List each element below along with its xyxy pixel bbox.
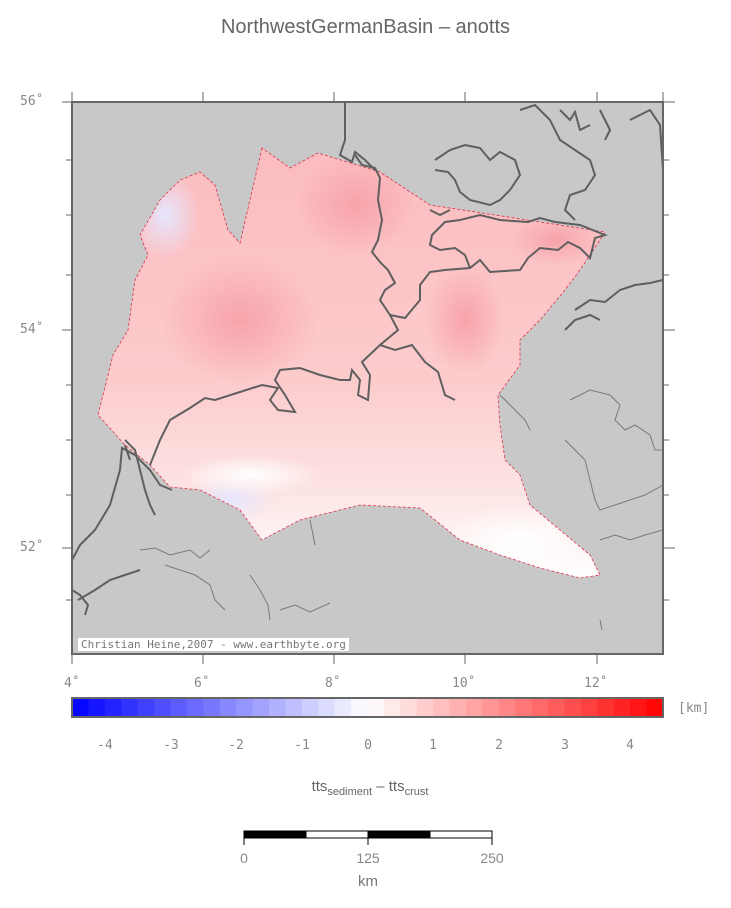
colorbar-segment [515,698,533,717]
colorbar-segment [400,698,418,717]
colorbar-segment [564,698,582,717]
colorbar-segment [449,698,467,717]
colorbar-label: ttssediment – ttscrust [311,778,429,798]
lon-label-10: 10˚ [452,676,476,691]
colorbar-segment [88,698,106,717]
colorbar-segment [121,698,139,717]
colorbar-tick: -4 [97,738,113,753]
colorbar-tick: 2 [495,738,503,753]
colorbar-segment [104,698,122,717]
colorbar-tick: 4 [626,738,634,753]
colorbar-segment [269,698,286,717]
colorbar-segment [137,698,155,717]
colorbar-segment [531,698,549,717]
colorbar-segment [613,698,631,717]
map-title: NorthwestGermanBasin – anotts [220,16,511,38]
colorbar-segment [597,698,615,717]
scalebar-label-0: 0 [240,850,248,866]
colorbar-segment [351,698,368,717]
scalebar-label-250: 250 [480,850,504,866]
colorbar-segment [580,698,598,717]
colorbar-segment [252,698,270,717]
colorbar-segment [482,698,500,717]
scalebar [243,830,493,845]
lon-label-6: 6˚ [194,676,210,691]
colorbar-segment [334,698,352,717]
lon-label-4: 4˚ [64,676,80,691]
colorbar-segment [433,698,451,717]
scalebar-label-125: 125 [356,850,380,866]
credit-text: Christian Heine,2007 - www.earthbyte.org [78,638,349,651]
colorbar-segment [72,698,89,717]
colorbar-unit: [km] [678,701,710,716]
colorbar-segment [466,698,483,717]
lon-label-8: 8˚ [325,676,341,691]
colorbar-segment [236,698,254,717]
lat-label-52: 52˚ [20,540,44,555]
colorbar-segment [416,698,434,717]
colorbar-tick: -3 [163,738,179,753]
colorbar-segment [548,698,565,717]
colorbar-segment [498,698,516,717]
map-ticks [62,92,675,664]
scalebar-unit: km [358,873,378,890]
lat-label-56: 56˚ [20,94,44,109]
colorbar-segment [154,698,171,717]
colorbar-tick: 0 [364,738,372,753]
map-frame [71,101,664,655]
coastlines [72,102,663,631]
colorbar-segment [301,698,319,717]
colorbar-segment [285,698,303,717]
colorbar-segment [318,698,336,717]
colorbar-segment [186,698,204,717]
colorbar-tick: 1 [429,738,437,753]
colorbar-segment [170,698,188,717]
colorbar-tick: -2 [228,738,244,753]
colorbar [72,698,664,717]
lat-label-54: 54˚ [20,322,44,337]
colorbar-segment [367,698,385,717]
colorbar-frame [71,697,664,718]
colorbar-segment [646,698,664,717]
colorbar-segment [383,698,401,717]
colorbar-tick: -1 [294,738,310,753]
colorbar-segment [630,698,648,717]
colorbar-segment [219,698,237,717]
lon-label-12: 12˚ [584,676,608,691]
colorbar-tick: 3 [561,738,569,753]
colorbar-segment [203,698,221,717]
